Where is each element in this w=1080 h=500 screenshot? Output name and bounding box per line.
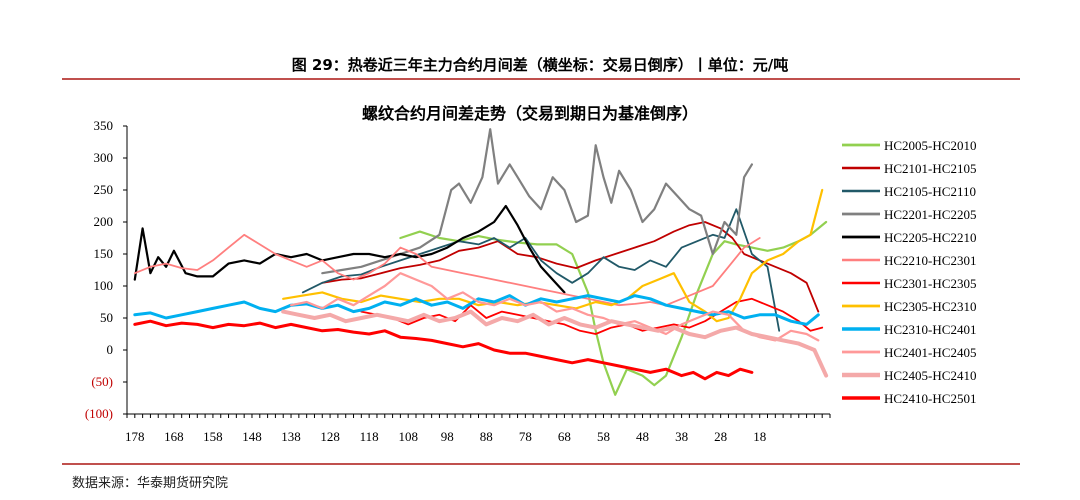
series-line-hc2101-hc2105 [321, 221, 820, 313]
y-tick-label: 200 [94, 214, 114, 229]
x-tick-label: 148 [242, 429, 262, 444]
legend-label: HC2410-HC2501 [884, 391, 976, 406]
series-line-hc2401-hc2405 [289, 272, 820, 342]
x-tick-label: 18 [753, 429, 766, 444]
y-tick-label: 50 [100, 310, 113, 325]
figure-title: 图 29：热卷近三年主力合约月间差（横坐标：交易日倒序）丨单位：元/吨 [291, 56, 789, 74]
legend-label: HC2105-HC2110 [884, 184, 976, 199]
series-line-hc2301-hc2305 [360, 297, 824, 335]
top-divider [62, 78, 1020, 80]
x-tick-label: 138 [281, 429, 301, 444]
series-line-hc2410-hc2501 [133, 319, 754, 381]
x-tick-label: 128 [320, 429, 340, 444]
source-note: 数据来源：华泰期货研究院 [72, 476, 229, 491]
x-tick-label: 158 [203, 429, 223, 444]
legend-label: HC2210-HC2301 [884, 253, 976, 268]
x-tick-label: 118 [360, 429, 379, 444]
legend-label: HC2201-HC2205 [884, 207, 976, 222]
legend-label: HC2401-HC2405 [884, 345, 976, 360]
y-tick-label: 0 [107, 342, 114, 357]
legend-label: HC2405-HC2410 [884, 368, 976, 383]
x-tick-label: 168 [164, 429, 184, 444]
x-tick-label: 88 [480, 429, 493, 444]
series-line-hc2201-hc2205 [321, 128, 754, 275]
chart-title: 螺纹合约月间差走势（交易到期日为基准倒序） [361, 104, 698, 123]
legend-label: HC2305-HC2310 [884, 299, 976, 314]
legend-label: HC2005-HC2010 [884, 138, 976, 153]
y-tick-label: (100) [85, 406, 113, 421]
x-tick-label: 68 [558, 429, 571, 444]
y-tick-label: 150 [94, 246, 114, 261]
x-tick-label: 28 [714, 429, 727, 444]
y-tick-label: 300 [94, 150, 114, 165]
series-line-hc2105-hc2110 [301, 208, 781, 332]
x-tick-label: 58 [597, 429, 610, 444]
series-line-hc2305-hc2310 [282, 188, 824, 323]
x-tick-label: 78 [519, 429, 532, 444]
y-tick-label: (50) [91, 374, 113, 389]
legend-label: HC2205-HC2210 [884, 230, 976, 245]
y-tick-label: 100 [94, 278, 114, 293]
y-tick-label: 250 [94, 182, 114, 197]
x-tick-label: 48 [636, 429, 649, 444]
legend-label: HC2310-HC2401 [884, 322, 976, 337]
series-line-hc2205-hc2210 [133, 204, 566, 294]
legend-label: HC2101-HC2105 [884, 161, 976, 176]
x-tick-label: 38 [675, 429, 688, 444]
legend-label: HC2301-HC2305 [884, 276, 976, 291]
x-tick-label: 108 [398, 429, 418, 444]
bottom-divider [62, 463, 1020, 465]
y-tick-label: 350 [94, 118, 114, 133]
series-line-hc2210-hc2301 [133, 233, 761, 307]
x-tick-label: 98 [441, 429, 454, 444]
series-line-hc2405-hc2410 [281, 309, 829, 378]
x-tick-label: 178 [125, 429, 145, 444]
